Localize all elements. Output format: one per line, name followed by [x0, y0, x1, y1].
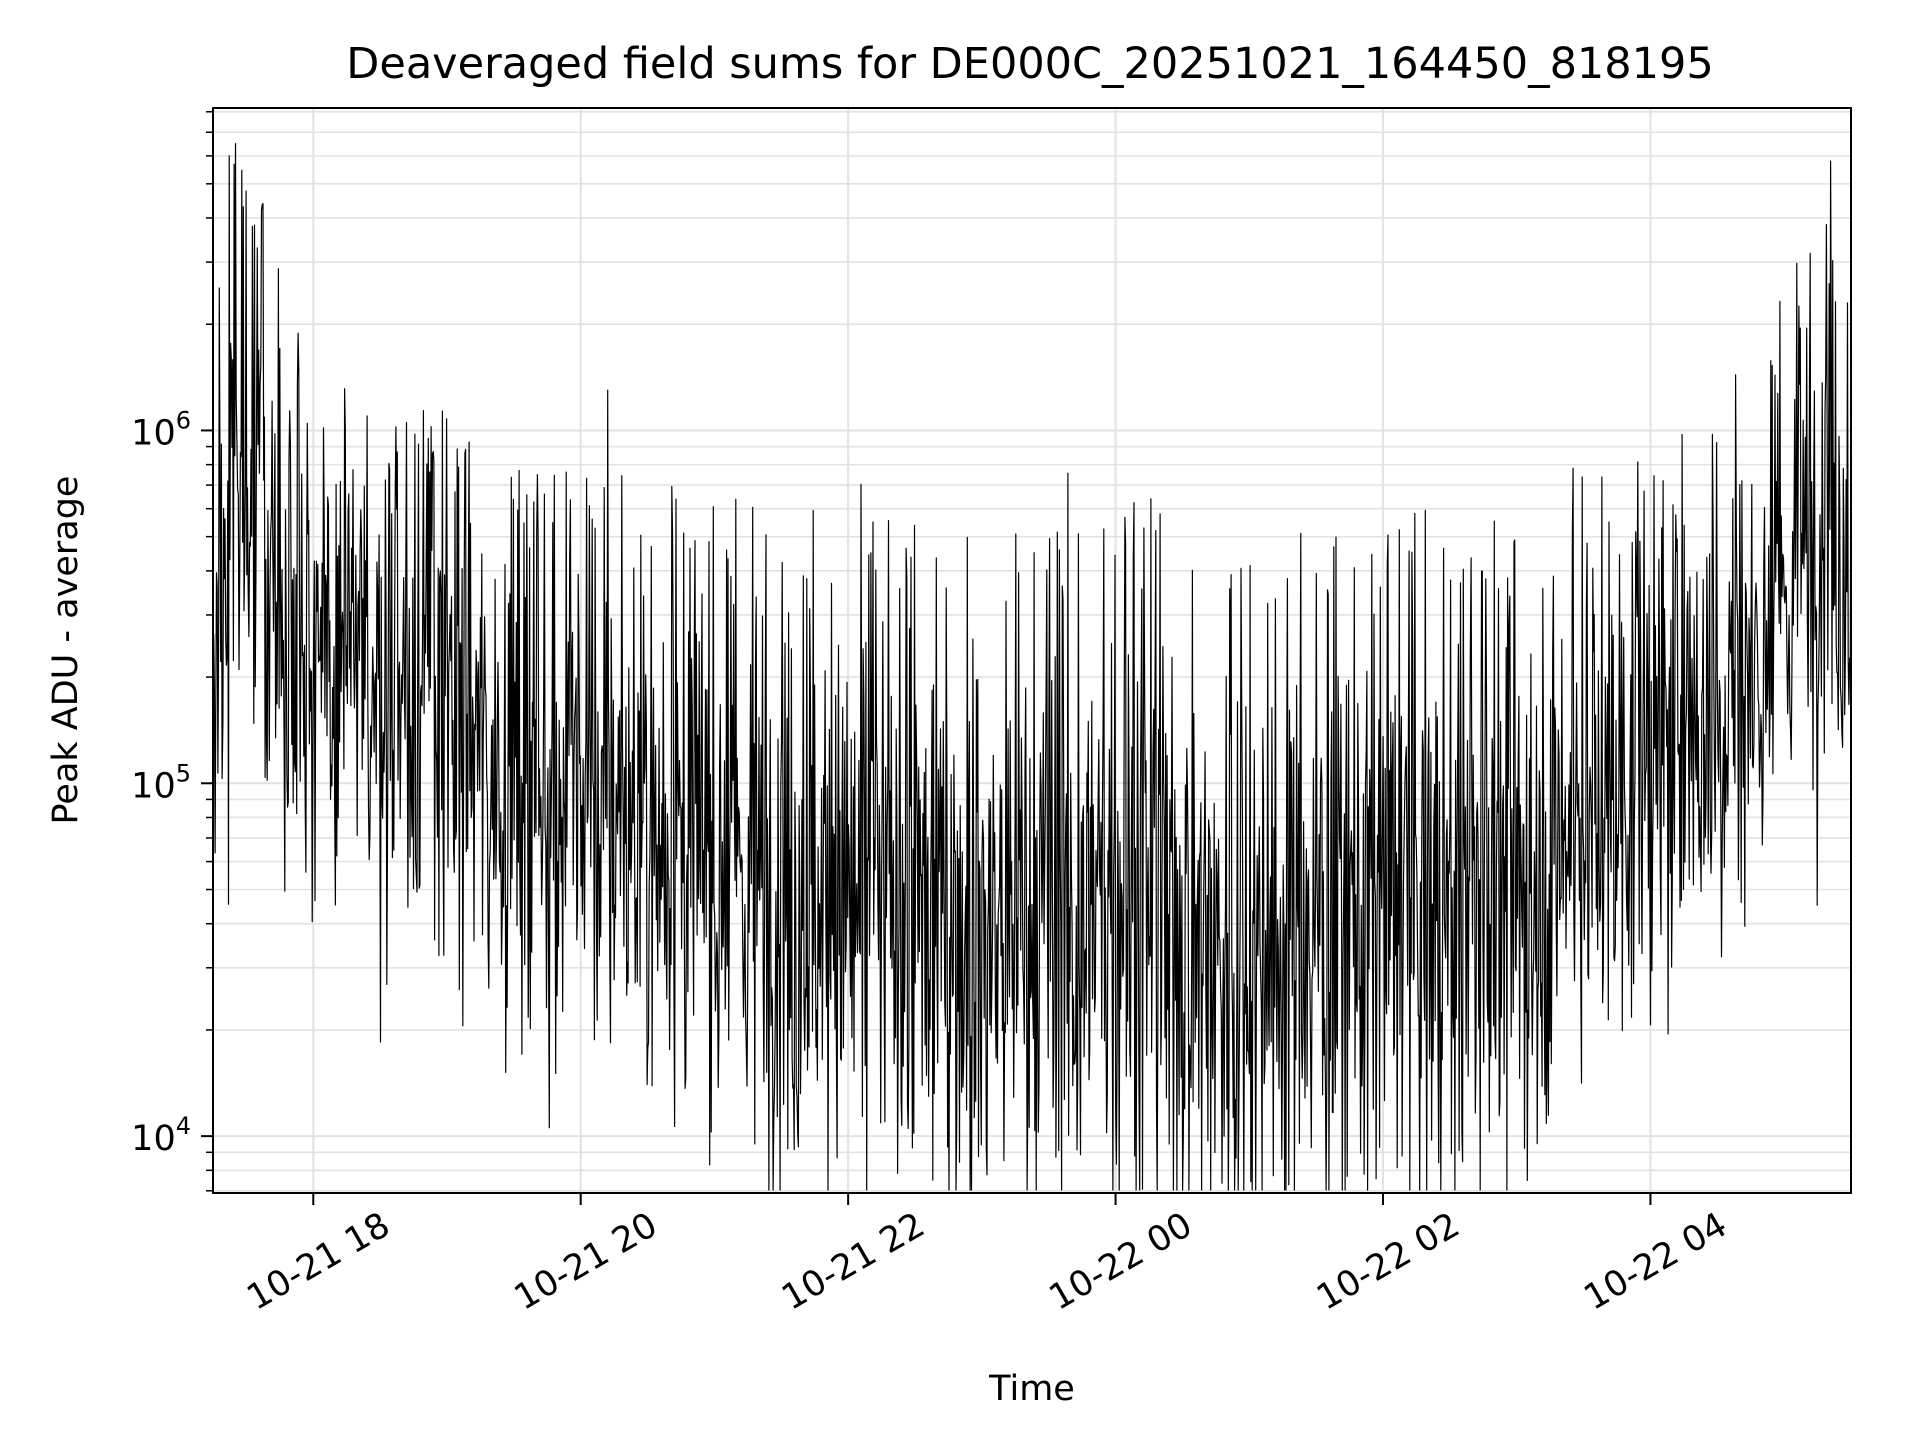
y-tick-label: 106: [131, 406, 191, 453]
chart-title: Deaveraged field sums for DE000C_2025102…: [346, 39, 1713, 89]
grid: [213, 108, 1851, 1193]
x-axis-label: Time: [988, 1369, 1075, 1409]
plot-frame: [212, 107, 1852, 1194]
y-tick-label: 105: [131, 759, 191, 806]
y-axis: 104 105 106: [131, 111, 213, 1192]
series-line: [213, 143, 1851, 1191]
y-axis-label: Peak ADU - average: [46, 476, 86, 825]
y-tick-label: 104: [131, 1112, 191, 1159]
